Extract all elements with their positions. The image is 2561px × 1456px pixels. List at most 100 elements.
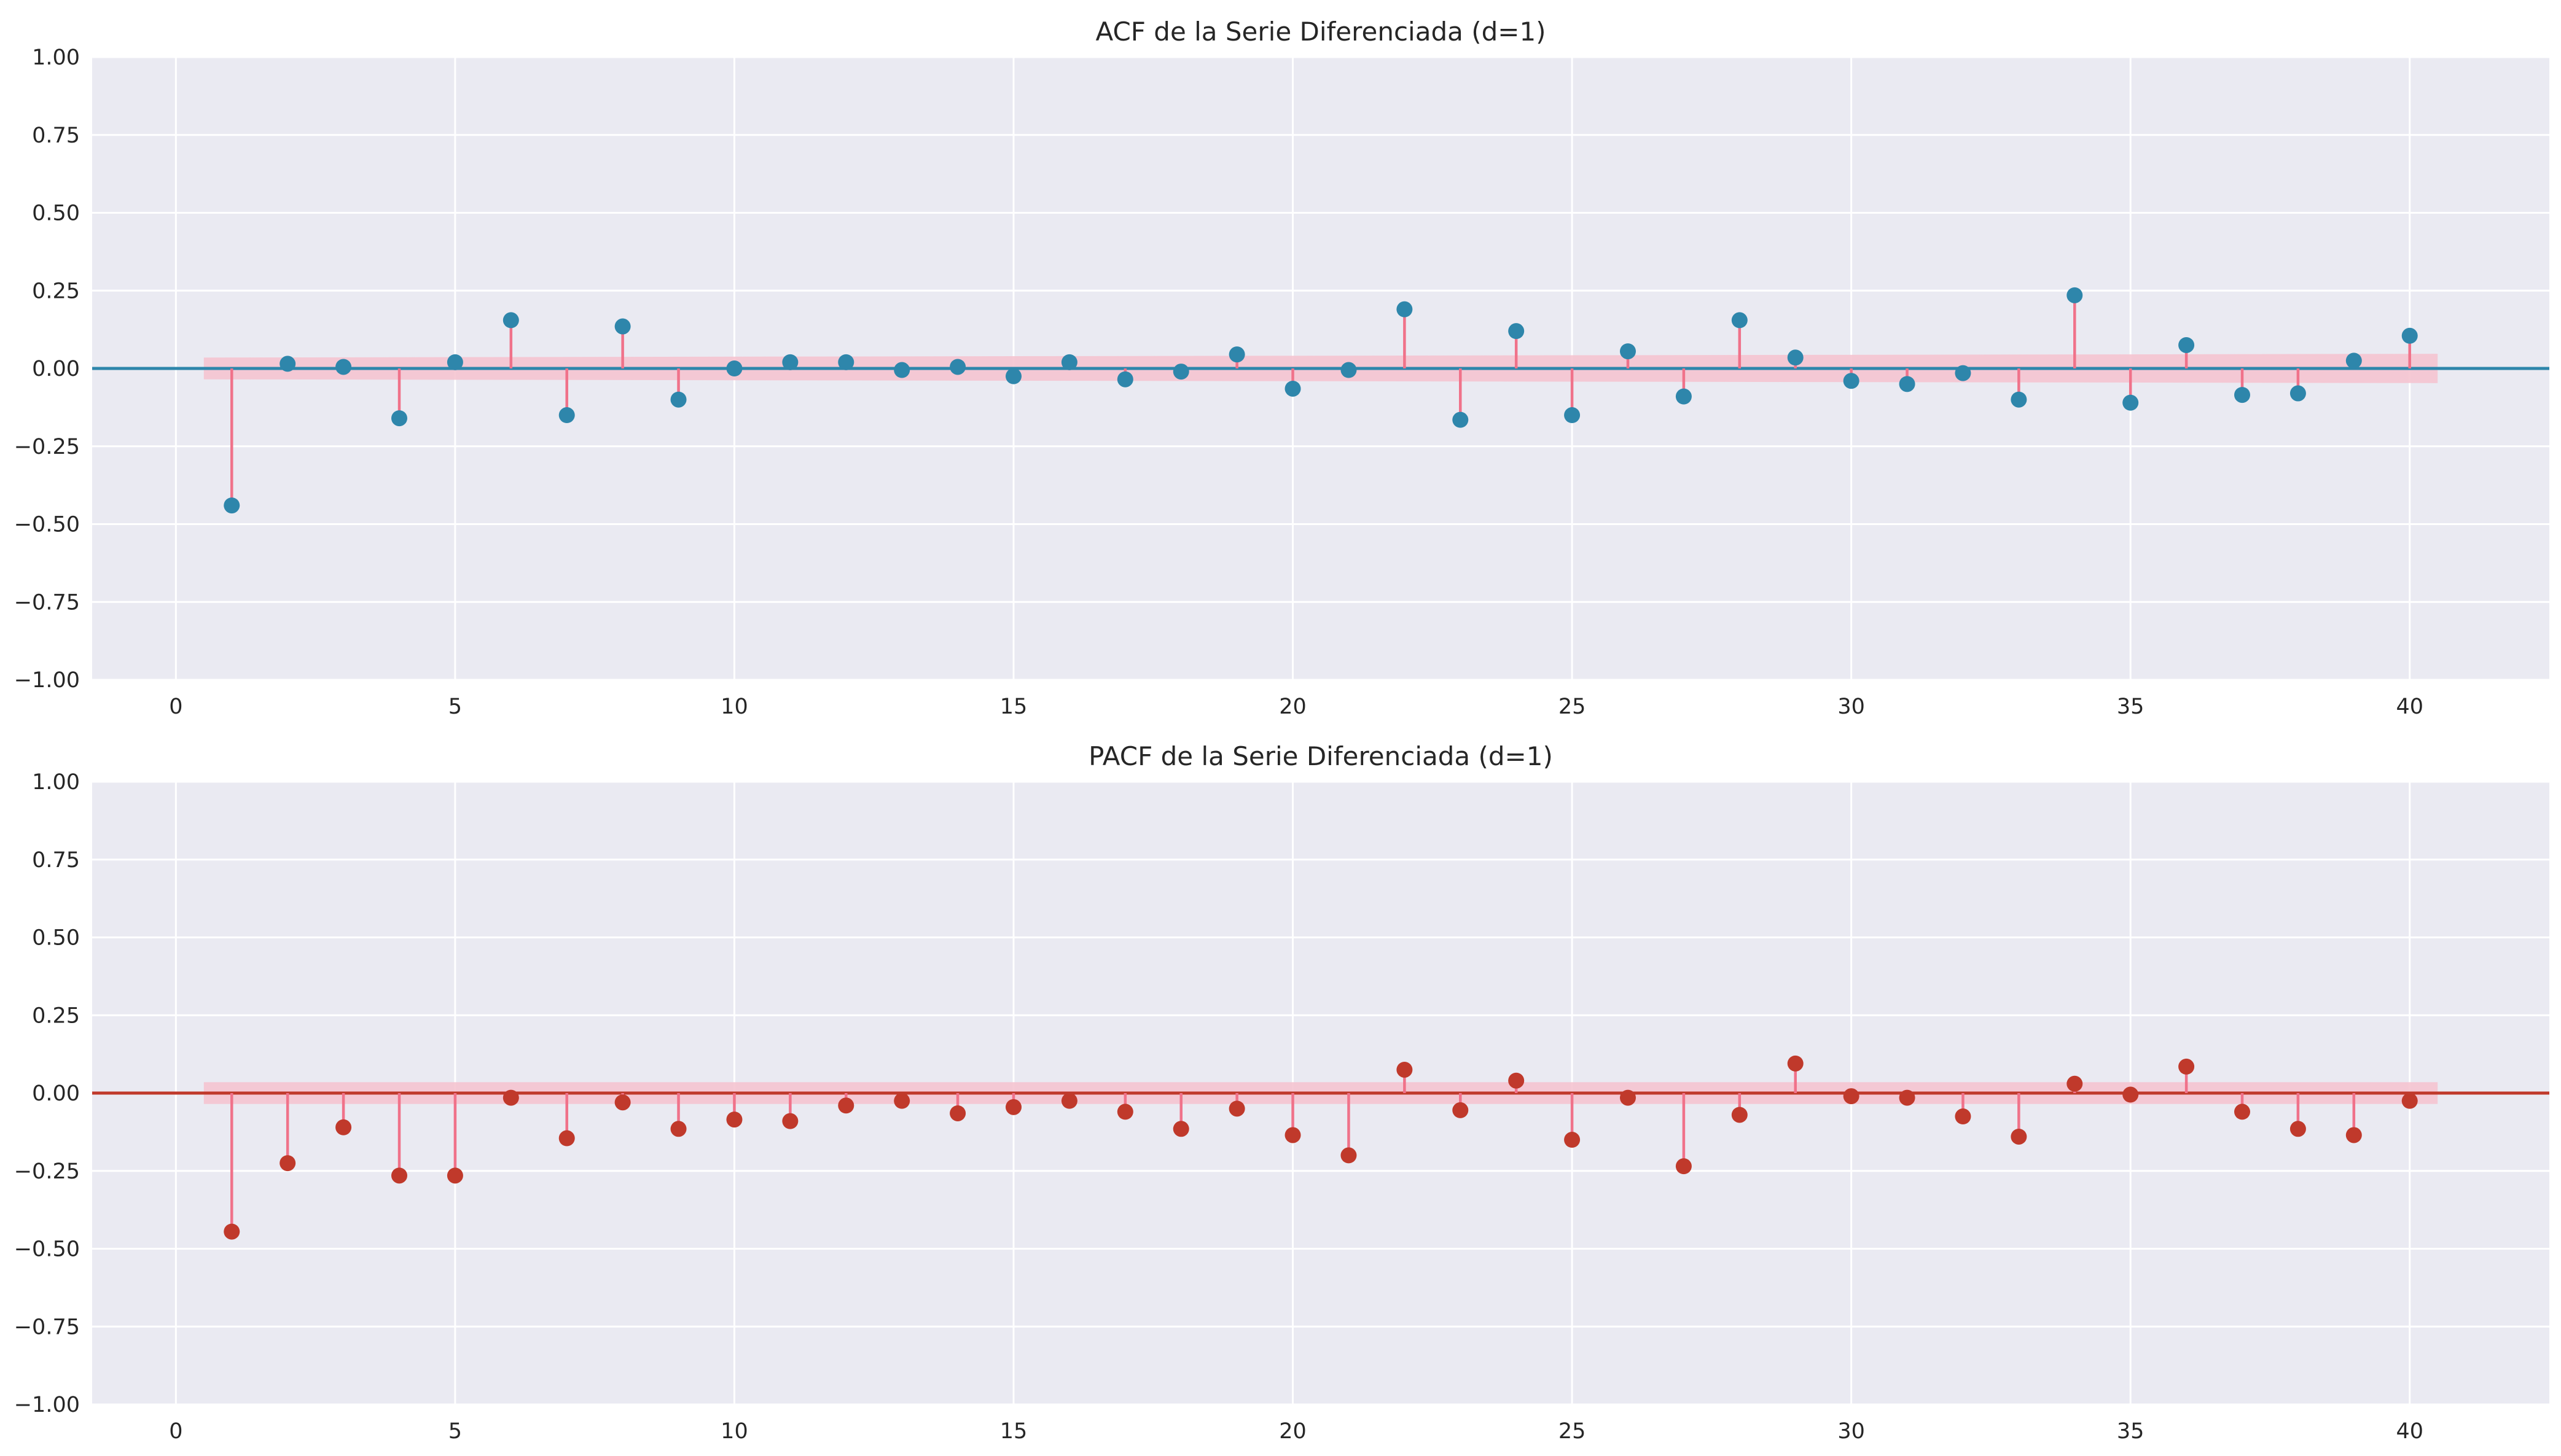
data-point	[950, 359, 966, 375]
data-point	[2289, 385, 2306, 402]
data-point	[280, 356, 296, 372]
y-tick-label: 1.00	[32, 45, 80, 70]
y-tick-label: 0.75	[32, 848, 80, 873]
data-point	[1284, 380, 1301, 397]
data-point	[1340, 362, 1357, 378]
y-tick-label: −0.50	[14, 1237, 80, 1262]
data-point	[1396, 301, 1413, 317]
y-tick-label: −0.75	[14, 1315, 80, 1339]
data-point	[391, 1167, 407, 1184]
data-point	[558, 1130, 575, 1147]
x-tick-label: 30	[1837, 695, 1865, 719]
x-tick-label: 15	[1000, 1419, 1028, 1444]
data-point	[1787, 349, 1804, 366]
data-point	[2122, 1086, 2139, 1103]
x-tick-label: 10	[721, 1419, 748, 1444]
y-tick-label: 0.50	[32, 926, 80, 951]
data-point	[1229, 1100, 1245, 1117]
x-tick-label: 25	[1558, 1419, 1586, 1444]
data-point	[1843, 373, 1859, 389]
data-point	[2178, 1058, 2195, 1075]
data-point	[838, 1097, 854, 1114]
data-point	[1731, 312, 1748, 329]
chart-title: ACF de la Serie Diferenciada (d=1)	[1095, 17, 1546, 47]
pacf-panel: 0 5 10 15 20 25 30 35 40 −1.00 −0.75 −0.50 −0.25 0.00…	[14, 741, 2549, 1444]
data-point	[950, 1105, 966, 1121]
x-tick-label: 40	[2396, 1419, 2423, 1444]
data-point	[1117, 1104, 1133, 1120]
data-point	[2011, 391, 2027, 408]
data-point	[1173, 1121, 1189, 1137]
y-tick-label: 0.25	[32, 279, 80, 303]
data-point	[502, 1089, 519, 1106]
x-tick-label: 0	[169, 695, 182, 719]
x-tick-label: 40	[2396, 695, 2423, 719]
data-point	[1508, 1072, 1525, 1089]
data-point	[1899, 376, 1915, 392]
data-point	[280, 1155, 296, 1172]
y-tick-label: −0.50	[14, 513, 80, 537]
data-point	[2122, 394, 2139, 411]
data-point	[2178, 337, 2195, 353]
data-point	[1843, 1088, 1859, 1105]
y-tick-label: 0.75	[32, 123, 80, 148]
x-tick-label: 5	[448, 695, 462, 719]
y-tick-label: −0.75	[14, 590, 80, 615]
data-point	[1006, 1099, 1022, 1115]
data-point	[1452, 1102, 1469, 1118]
data-point	[1620, 1089, 1636, 1106]
data-point	[1061, 1092, 1077, 1109]
data-point	[1340, 1147, 1357, 1164]
x-tick-label: 15	[1000, 695, 1028, 719]
data-point	[1508, 323, 1525, 340]
data-point	[1564, 1132, 1581, 1148]
data-point	[2345, 352, 2362, 369]
data-point	[447, 1167, 463, 1184]
data-point	[391, 410, 407, 427]
data-point	[1006, 368, 1022, 384]
data-point	[335, 359, 352, 375]
data-point	[1955, 1108, 1971, 1125]
y-tick-label: −0.25	[14, 435, 80, 459]
data-point	[838, 354, 854, 370]
data-point	[2345, 1127, 2362, 1143]
data-point	[1117, 371, 1133, 387]
data-point	[1620, 343, 1636, 360]
x-tick-label: 30	[1837, 1419, 1865, 1444]
data-point	[2011, 1128, 2027, 1145]
data-point	[1396, 1061, 1413, 1078]
x-tick-label: 10	[721, 695, 748, 719]
data-point	[1284, 1127, 1301, 1143]
data-point	[2066, 287, 2083, 303]
data-point	[2401, 327, 2418, 344]
data-point	[1564, 407, 1581, 424]
x-tick-label: 25	[1558, 695, 1586, 719]
data-point	[2401, 1092, 2418, 1109]
x-tick-label: 5	[448, 1419, 462, 1444]
data-point	[614, 1094, 631, 1111]
data-point	[2234, 1104, 2250, 1120]
data-point	[1173, 364, 1189, 380]
data-point	[1955, 365, 1971, 381]
data-point	[335, 1119, 352, 1135]
data-point	[1229, 346, 1245, 363]
data-point	[614, 318, 631, 335]
data-point	[224, 1223, 240, 1240]
data-point	[447, 354, 463, 370]
x-tick-label: 20	[1279, 695, 1307, 719]
y-tick-label: −0.25	[14, 1159, 80, 1184]
data-point	[1731, 1107, 1748, 1123]
data-point	[782, 354, 799, 370]
data-point	[782, 1113, 799, 1129]
chart-title: PACF de la Serie Diferenciada (d=1)	[1089, 741, 1553, 771]
data-point	[502, 312, 519, 329]
data-point	[1787, 1055, 1804, 1072]
y-tick-label: 0.00	[32, 1081, 80, 1106]
data-point	[2234, 387, 2250, 403]
data-point	[1899, 1089, 1915, 1106]
y-tick-label: 0.00	[32, 357, 80, 381]
data-point	[2066, 1075, 2083, 1092]
y-tick-label: 1.00	[32, 770, 80, 795]
data-point	[726, 360, 743, 376]
